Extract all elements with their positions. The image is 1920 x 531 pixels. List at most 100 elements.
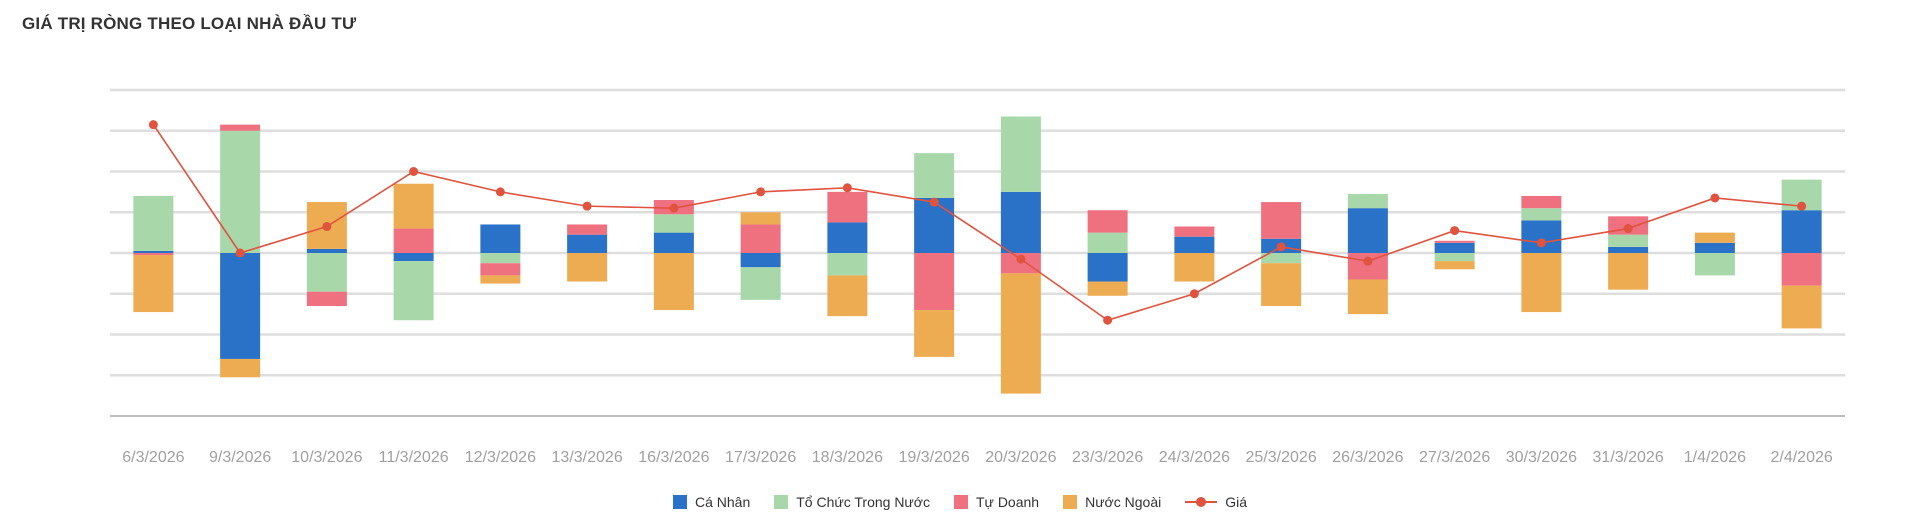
bar-segment: [1608, 253, 1649, 290]
bar-segment: [220, 130, 261, 253]
chart-title: GIÁ TRỊ RÒNG THEO LOẠI NHÀ ĐẦU TƯ: [22, 14, 357, 33]
bar-segment: [1087, 232, 1128, 253]
bar-segment: [1261, 253, 1302, 264]
bar-segment: [1000, 273, 1041, 394]
x-tick-label: 31/3/2026: [1593, 449, 1664, 466]
bar-segment: [827, 253, 868, 276]
legend-swatch-nuoc-ngoai: [1063, 495, 1078, 509]
bar-segment: [740, 212, 781, 225]
legend-label-ca-nhan: Cá Nhân: [694, 494, 751, 510]
x-tick-label: 20/3/2026: [985, 449, 1056, 466]
legend-item-gia[interactable]: Giá: [1185, 494, 1247, 510]
legend-item-tu-doanh[interactable]: Tự Doanh: [954, 494, 1039, 510]
price-point: [929, 197, 939, 207]
bar-segment: [133, 253, 174, 256]
price-point: [582, 201, 592, 211]
bar-segment: [1521, 208, 1562, 221]
grid-lines: [110, 88, 1845, 417]
bar-segment: [914, 197, 955, 253]
price-point: [1103, 315, 1113, 325]
bar-segment: [740, 267, 781, 300]
bar-segment: [220, 358, 261, 378]
price-point: [1450, 226, 1460, 236]
bar-segment: [914, 153, 955, 198]
bar-segment: [480, 263, 521, 276]
price-line: [152, 124, 1802, 322]
x-tick-label: 23/3/2026: [1072, 449, 1143, 466]
x-tick-label: 9/3/2026: [209, 449, 271, 466]
legend-item-to-chuc-trong-nuoc[interactable]: Tổ Chức Trong Nước: [774, 494, 930, 510]
bar-segment: [1521, 253, 1562, 313]
bar-segment: [1434, 242, 1475, 253]
bar-segment: [1087, 253, 1128, 282]
bar-segment: [653, 232, 694, 253]
bar-segment: [1781, 253, 1822, 286]
x-tick-label: 12/3/2026: [465, 449, 536, 466]
bar-series: [133, 116, 1822, 394]
bar-segment: [480, 253, 521, 264]
bar-segment: [1781, 210, 1822, 253]
bar-segment: [827, 222, 868, 253]
legend-item-nuoc-ngoai[interactable]: Nước Ngoài: [1063, 494, 1161, 510]
legend-swatch-to-chuc-trong-nuoc: [774, 495, 789, 509]
bar-segment: [1521, 220, 1562, 253]
x-tick-label: 30/3/2026: [1506, 449, 1577, 466]
bar-segment: [1608, 246, 1649, 253]
x-tick-label: 10/3/2026: [291, 449, 362, 466]
bar-segment: [567, 234, 608, 253]
bar-segment: [1694, 242, 1735, 253]
x-tick-label: 18/3/2026: [812, 449, 883, 466]
price-line-series: [148, 120, 1807, 325]
price-point: [495, 187, 505, 197]
bar-segment: [480, 275, 521, 284]
bar-segment: [1174, 253, 1215, 282]
bar-segment: [1694, 232, 1735, 243]
bar-segment: [827, 275, 868, 317]
legend-swatch-ca-nhan: [672, 495, 687, 509]
bar-segment: [567, 253, 608, 282]
bar-segment: [393, 228, 434, 253]
bar-segment: [1434, 240, 1475, 243]
price-point: [1710, 193, 1720, 203]
bar-segment: [220, 124, 261, 131]
bar-segment: [1434, 253, 1475, 262]
price-point: [148, 120, 158, 130]
price-point: [409, 167, 419, 176]
price-point: [669, 203, 679, 213]
price-point: [1276, 242, 1286, 252]
bar-segment: [1087, 281, 1128, 296]
bar-segment: [1781, 285, 1822, 329]
bar-segment: [1174, 226, 1215, 237]
bar-segment: [1694, 253, 1735, 276]
x-axis-ticks: 6/3/2026 9/3/2026 10/3/2026 11/3/2026 12/3/2…: [122, 449, 1833, 466]
bar-segment: [306, 248, 347, 253]
legend-item-ca-nhan[interactable]: Cá Nhân: [672, 494, 751, 510]
x-tick-label: 2/4/2026: [1770, 449, 1832, 466]
x-tick-label: 19/3/2026: [899, 449, 970, 466]
bar-segment: [1347, 279, 1388, 315]
chart-canvas: 6/3/2026 9/3/2026 10/3/2026 11/3/2026 12/3/2…: [110, 88, 1845, 466]
bar-segment: [1347, 193, 1388, 209]
bar-segment: [1608, 234, 1649, 247]
x-tick-label: 27/3/2026: [1419, 449, 1490, 466]
bar-segment: [914, 310, 955, 357]
legend-label-gia: Giá: [1225, 494, 1248, 510]
bar-segment: [1000, 116, 1041, 192]
bar-segment: [1174, 236, 1215, 253]
bar-segment: [1261, 202, 1302, 239]
price-point: [1363, 256, 1373, 266]
bar-segment: [306, 253, 347, 292]
bar-segment: [220, 253, 261, 359]
legend-swatch-tu-doanh: [954, 495, 968, 509]
x-tick-label: 1/4/2026: [1684, 449, 1746, 466]
legend-label-to-chuc-trong-nuoc: Tổ Chức Trong Nước: [796, 494, 930, 510]
bar-segment: [306, 291, 347, 306]
price-point: [756, 187, 766, 197]
bar-segment: [653, 253, 694, 311]
bar-segment: [914, 253, 955, 311]
x-tick-label: 11/3/2026: [379, 449, 449, 466]
price-point: [842, 183, 852, 193]
price-point: [1536, 238, 1546, 248]
price-point: [1797, 201, 1807, 211]
price-point: [1623, 224, 1633, 234]
